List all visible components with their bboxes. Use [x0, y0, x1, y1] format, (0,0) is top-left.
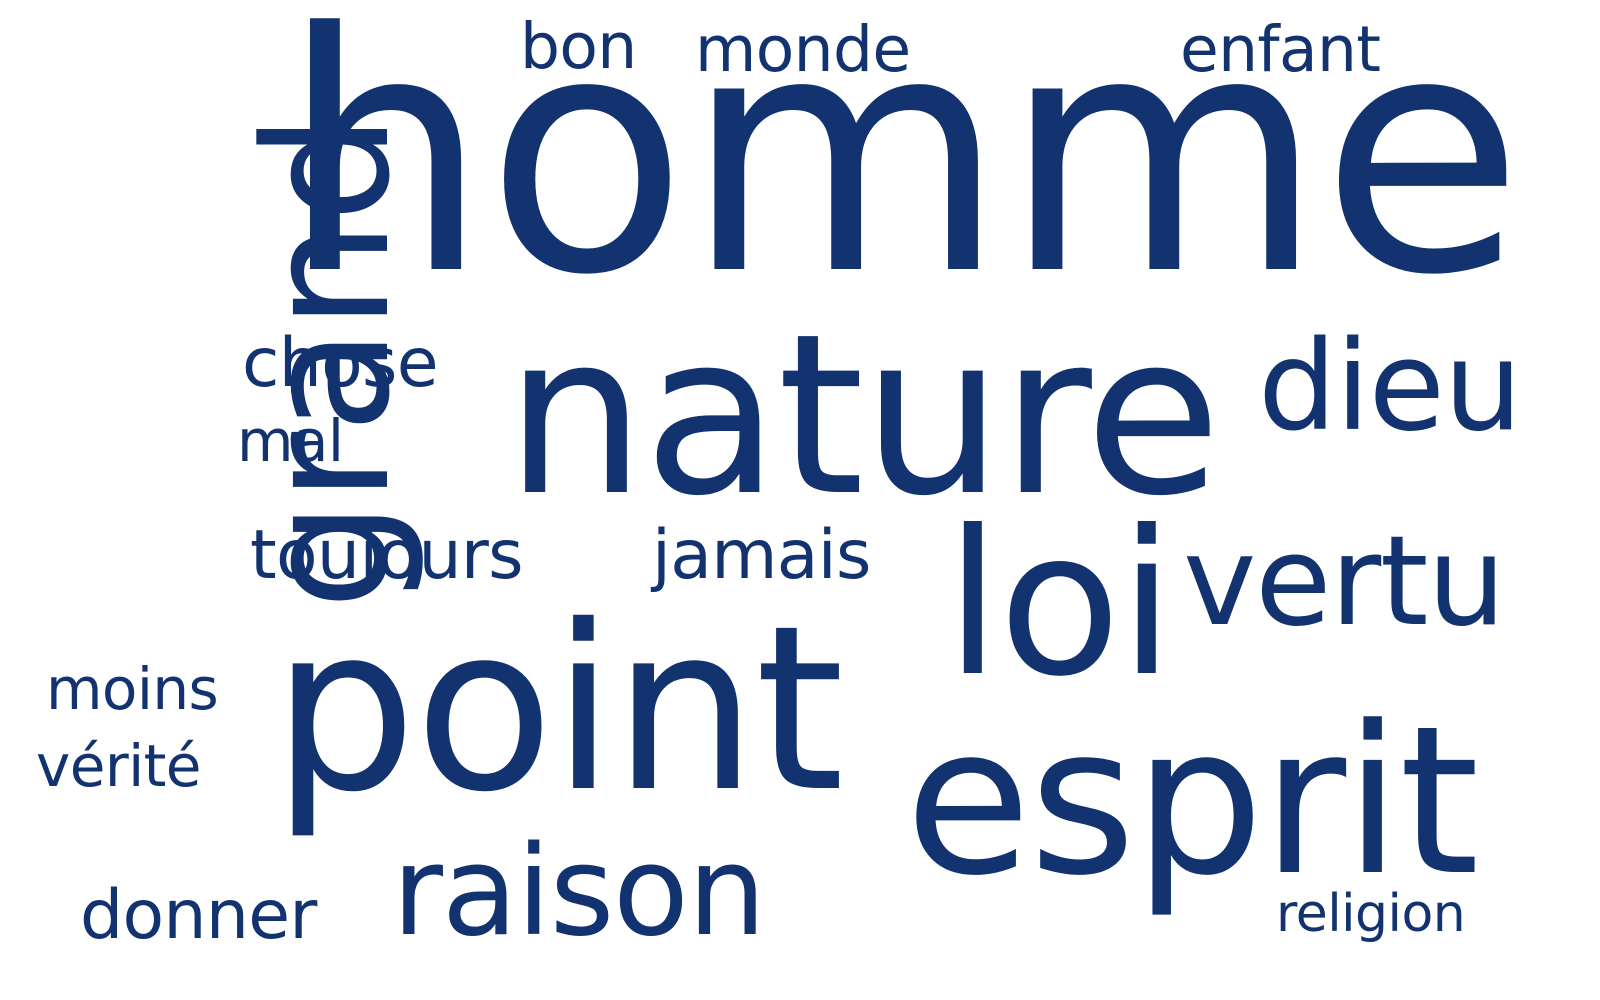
word-religion: religion	[1276, 884, 1466, 944]
word-enfant: enfant	[1180, 13, 1381, 86]
word-bon: bon	[520, 10, 637, 83]
word-dieu: dieu	[1258, 315, 1522, 459]
word-point: point	[272, 576, 844, 842]
word-moins: moins	[46, 655, 219, 723]
word-donner: donner	[80, 876, 317, 955]
word-homme: homme	[280, 0, 1524, 347]
word-nature: nature	[505, 287, 1221, 545]
word-jamais: jamais	[652, 516, 871, 595]
word-vertu: vertu	[1183, 510, 1506, 654]
word-raison: raison	[392, 820, 766, 964]
word-esprit: esprit	[905, 683, 1479, 921]
word-monde: monde	[695, 13, 911, 86]
word-verite: vérité	[36, 732, 202, 800]
word-loi: loi	[945, 488, 1174, 721]
word-chose: chose	[242, 324, 439, 403]
word-mal: mal	[237, 407, 344, 475]
word-toujours: toujours	[250, 516, 524, 595]
